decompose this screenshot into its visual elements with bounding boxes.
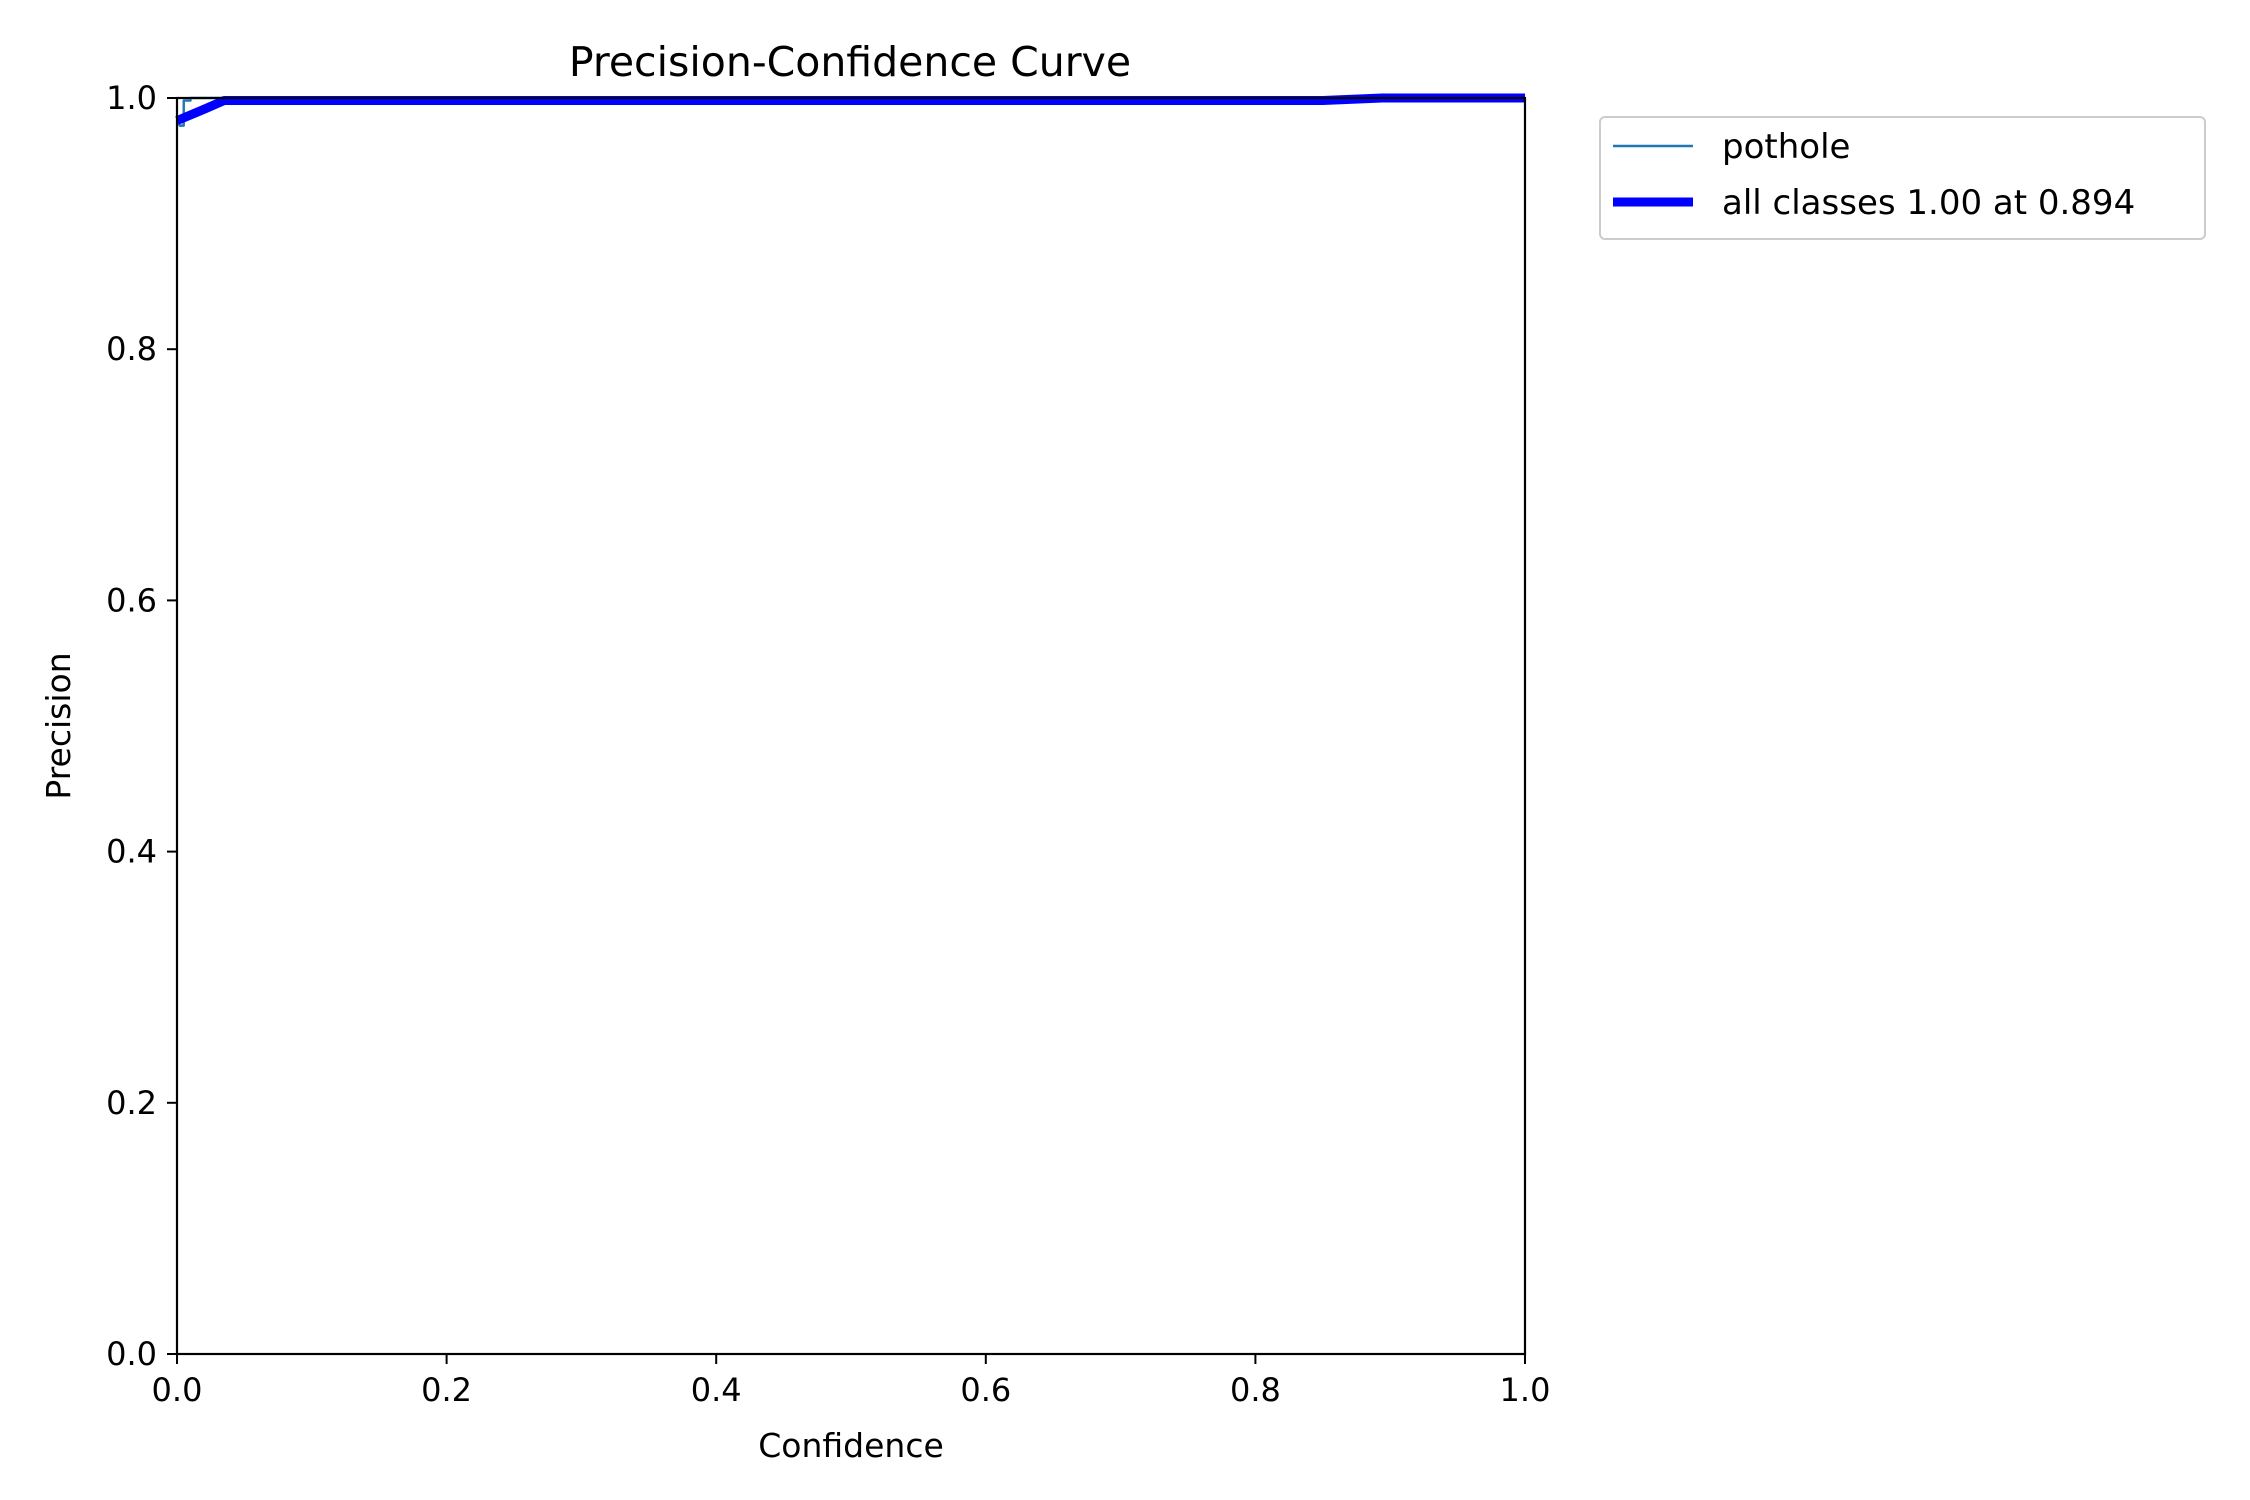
x-axis-label: Confidence <box>758 1426 944 1465</box>
x-tick-label: 0.4 <box>691 1371 742 1409</box>
x-axis: 0.0 0.2 0.4 0.6 0.8 1.0 <box>152 1354 1551 1409</box>
y-axis-label: Precision <box>39 652 78 799</box>
chart-title: Precision-Confidence Curve <box>569 38 1131 86</box>
y-tick-label: 0.6 <box>106 581 157 619</box>
legend-label-pothole: pothole <box>1722 127 1850 167</box>
x-tick-label: 0.6 <box>960 1371 1011 1409</box>
legend: pothole all classes 1.00 at 0.894 <box>1599 116 2206 240</box>
axes-frame <box>175 96 1527 1356</box>
series-line-all-classes <box>175 93 1525 125</box>
x-tick-label: 0.2 <box>421 1371 472 1409</box>
y-tick-label: 0.0 <box>106 1335 157 1373</box>
y-tick-label: 0.4 <box>106 833 157 871</box>
legend-label-all-classes: all classes 1.00 at 0.894 <box>1722 183 2135 223</box>
x-tick-label: 0.8 <box>1230 1371 1281 1409</box>
y-axis: 0.0 0.2 0.4 0.6 0.8 1.0 <box>106 79 177 1373</box>
axes-background <box>177 98 1525 1354</box>
x-tick-label: 1.0 <box>1500 1371 1551 1409</box>
y-tick-label: 0.8 <box>106 330 157 368</box>
plot-area <box>175 93 1527 1356</box>
legend-frame <box>1599 116 2206 240</box>
x-tick-label: 0.0 <box>152 1371 203 1409</box>
y-tick-label: 1.0 <box>106 79 157 117</box>
y-tick-label: 0.2 <box>106 1084 157 1122</box>
